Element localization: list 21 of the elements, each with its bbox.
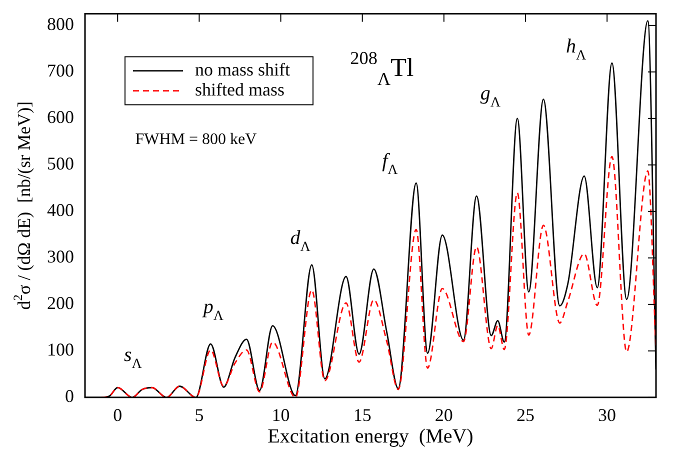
legend-label: no mass shift — [195, 60, 290, 80]
y-tick-label: 200 — [47, 293, 74, 314]
y-tick-label: 600 — [47, 107, 74, 128]
y-tick-label: 800 — [47, 14, 74, 34]
legend-label: shifted mass — [195, 80, 284, 100]
y-tick-label: 700 — [47, 60, 74, 81]
y-tick-label: 400 — [47, 200, 74, 220]
annotation: FWHM = 800 keV — [135, 131, 258, 148]
y-tick-label: 100 — [47, 340, 74, 360]
x-tick-label: 5 — [194, 404, 204, 425]
y-tick-label: 500 — [47, 154, 74, 174]
x-tick-label: 25 — [516, 404, 534, 425]
y-axis-title: d2σ / (dΩ dE) [nb/(sr MeV)] — [10, 101, 34, 310]
x-axis-title: Excitation energy (MeV) — [268, 425, 474, 448]
x-tick-label: 0 — [113, 404, 122, 425]
x-tick-label: 20 — [434, 404, 453, 425]
y-tick-label: 300 — [47, 246, 74, 267]
x-tick-label: 30 — [598, 404, 616, 425]
x-tick-label: 15 — [353, 404, 372, 425]
x-tick-label: 10 — [272, 404, 290, 425]
y-tick-label: 0 — [65, 386, 74, 406]
